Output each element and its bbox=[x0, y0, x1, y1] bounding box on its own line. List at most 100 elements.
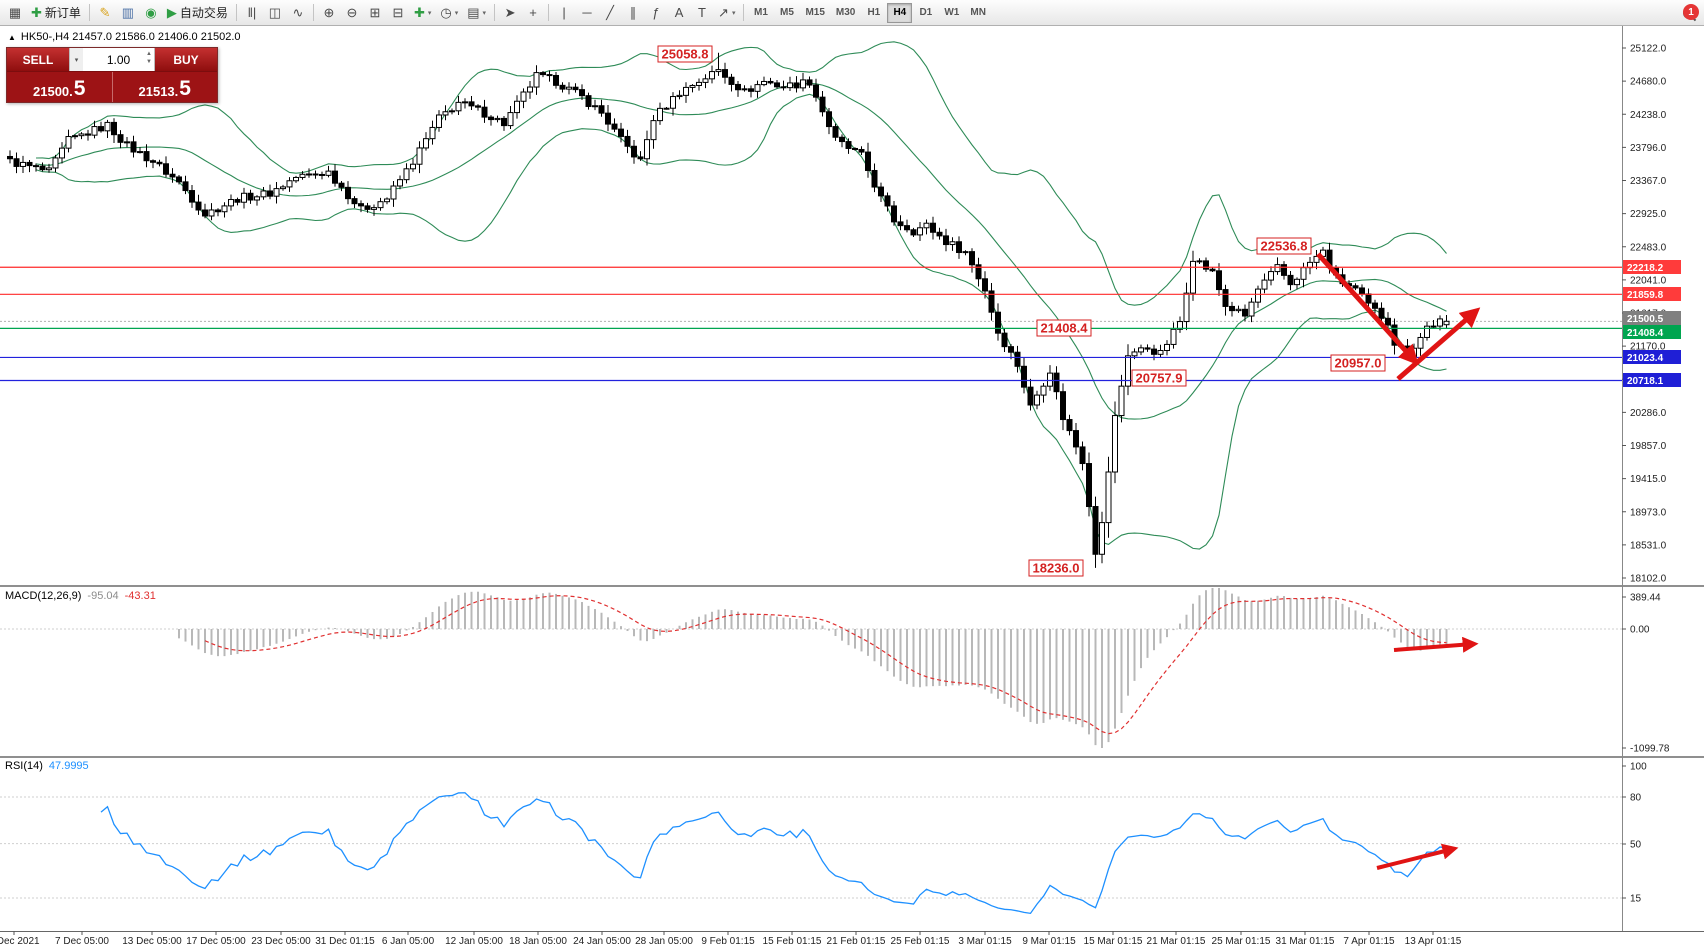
periods-button[interactable]: ◷ ▾ bbox=[436, 2, 462, 24]
horizontal-line-button[interactable]: ─ bbox=[576, 2, 598, 24]
trendline-icon: ╱ bbox=[606, 5, 614, 20]
macd-axis-label: 0.00 bbox=[1630, 625, 1650, 636]
trend-arrow[interactable] bbox=[1316, 252, 1419, 366]
timeframe-button-m15[interactable]: M15 bbox=[805, 7, 825, 18]
vertical-line-button[interactable]: | bbox=[553, 2, 575, 24]
fibonacci-button[interactable]: ƒ bbox=[645, 2, 667, 24]
one-click-trading-panel: SELL ▾ 1.00 ▲ ▼ BUY 21500. 5 21513. 5 bbox=[6, 47, 218, 103]
price-axis-label: 19415.0 bbox=[1630, 474, 1667, 485]
bar-chart-button[interactable]: ‖| bbox=[241, 2, 263, 24]
autotrading-label: 自动交易 bbox=[179, 6, 228, 20]
price-callout-20957.0[interactable]: 20957.0 bbox=[1330, 354, 1386, 372]
symbol-ohlc-label: ▲ HK50-,H4 21457.0 21586.0 21406.0 21502.… bbox=[8, 31, 241, 43]
time-axis-label: 7 Apr 01:15 bbox=[1343, 936, 1395, 947]
notification-badge[interactable]: 1 bbox=[1683, 4, 1699, 20]
rsi-value: 47.9995 bbox=[48, 760, 89, 772]
chart-window-icon: ▦ bbox=[8, 5, 22, 20]
price-tag-20718.1: 20718.1 bbox=[1623, 373, 1681, 387]
candle-chart-button[interactable]: ◫ bbox=[264, 2, 286, 24]
sell-price[interactable]: 21500. 5 bbox=[7, 72, 112, 102]
time-axis-label: 21 Feb 01:15 bbox=[827, 936, 886, 947]
chevron-down-icon: ▾ bbox=[427, 9, 432, 17]
rsi-axis-label: 15 bbox=[1630, 894, 1642, 905]
timeframe-button-mn[interactable]: MN bbox=[970, 7, 986, 18]
time-axis-label: 25 Mar 01:15 bbox=[1212, 936, 1271, 947]
stepper-up-icon[interactable]: ▲ bbox=[146, 51, 152, 57]
market-watch-button[interactable]: ▥ bbox=[117, 2, 139, 24]
line-chart-button[interactable]: ∿ bbox=[287, 2, 309, 24]
zoom-out-button[interactable]: ⊖ bbox=[341, 2, 363, 24]
timeframe-button-h4[interactable]: H4 bbox=[887, 2, 913, 23]
price-axis-label: 24238.0 bbox=[1630, 110, 1667, 121]
templates-button[interactable]: ▤ ▾ bbox=[463, 2, 490, 24]
text-button[interactable]: A bbox=[668, 2, 690, 24]
timeframe-button-m5[interactable]: M5 bbox=[780, 7, 794, 18]
autotrading-button[interactable]: ▶ 自动交易 bbox=[163, 2, 232, 24]
price-callout-18236.0[interactable]: 18236.0 bbox=[1028, 559, 1084, 577]
rsi-axis-label: 80 bbox=[1630, 793, 1642, 804]
price-axis-label: 18973.0 bbox=[1630, 507, 1667, 518]
one-click-collapse-icon[interactable]: ▲ bbox=[8, 33, 16, 42]
price-tag-21859.8: 21859.8 bbox=[1623, 287, 1681, 301]
arrows-tool-button[interactable]: ↗ ▾ bbox=[714, 2, 739, 24]
time-axis-label: 12 Jan 05:00 bbox=[445, 936, 503, 947]
indicators-button[interactable]: ✚ ▾ bbox=[410, 2, 435, 24]
price-callout-21408.4[interactable]: 21408.4 bbox=[1036, 319, 1092, 337]
market-watch-icon: ▥ bbox=[121, 5, 135, 20]
timeframe-button-h1[interactable]: H1 bbox=[867, 7, 881, 18]
volume-value: 1.00 bbox=[106, 52, 131, 67]
price-axis-label: 22483.0 bbox=[1630, 242, 1667, 253]
svg-text:21859.8: 21859.8 bbox=[1627, 290, 1664, 301]
volume-stepper[interactable]: ▲ ▼ bbox=[146, 50, 152, 67]
cursor-button[interactable]: ➤ bbox=[499, 2, 521, 24]
trendline-button[interactable]: ╱ bbox=[599, 2, 621, 24]
metaeditor-button[interactable]: ✎ bbox=[94, 2, 116, 24]
timeframe-button-w1[interactable]: W1 bbox=[944, 7, 960, 18]
price-callout-22536.8[interactable]: 22536.8 bbox=[1256, 237, 1312, 255]
volume-dropdown[interactable]: ▾ bbox=[69, 48, 83, 71]
time-axis-label: 3 Mar 01:15 bbox=[958, 936, 1012, 947]
vertical-line-icon: | bbox=[562, 5, 566, 20]
toolbar: ▦ ✚ 新订单 ✎ ▥ ◉ ▶ 自动交易 ‖| ◫ ∿ ⊕ ⊖ ⊞ ⊟ ✚ ▾ bbox=[0, 0, 1704, 26]
zoom-in-button[interactable]: ⊕ bbox=[318, 2, 340, 24]
crosshair-button[interactable]: + bbox=[522, 2, 544, 24]
sell-price-big-digit: 5 bbox=[73, 77, 86, 100]
new-order-button[interactable]: ✚ 新订单 bbox=[27, 2, 85, 24]
buy-button[interactable]: BUY bbox=[155, 48, 217, 71]
equidistant-channel-icon: ∥ bbox=[629, 5, 637, 20]
macd-indicator-label: MACD(12,26,9) -95.04 -43.31 bbox=[5, 590, 162, 602]
time-axis-label: 23 Dec 05:00 bbox=[251, 936, 311, 947]
macd-signal-value: -43.31 bbox=[124, 590, 156, 602]
stepper-down-icon[interactable]: ▼ bbox=[146, 59, 152, 66]
indicators-add-icon: ✚ bbox=[413, 5, 425, 20]
buy-price[interactable]: 21513. 5 bbox=[111, 72, 218, 102]
arrange-windows-button[interactable]: ⊞ bbox=[364, 2, 386, 24]
time-axis-label: 25 Feb 01:15 bbox=[891, 936, 950, 947]
timeframe-button-m1[interactable]: M1 bbox=[754, 7, 768, 18]
text-label-button[interactable]: T bbox=[691, 2, 713, 24]
price-callout-20757.9[interactable]: 20757.9 bbox=[1131, 369, 1187, 387]
templates-icon: ▤ bbox=[467, 5, 480, 20]
volume-input[interactable]: 1.00 ▲ ▼ bbox=[83, 48, 155, 71]
timeframe-button-m30[interactable]: M30 bbox=[835, 7, 856, 18]
time-axis-label: 15 Feb 01:15 bbox=[763, 936, 822, 947]
price-callout-25058.8[interactable]: 25058.8 bbox=[657, 45, 713, 63]
chart-window-button[interactable]: ▦ bbox=[4, 2, 26, 24]
timeframe-button-d1[interactable]: D1 bbox=[919, 7, 933, 18]
svg-text:22218.2: 22218.2 bbox=[1627, 263, 1664, 274]
svg-text:21023.4: 21023.4 bbox=[1627, 353, 1664, 364]
sell-button[interactable]: SELL bbox=[7, 48, 69, 71]
time-axis-label: 28 Jan 05:00 bbox=[635, 936, 693, 947]
trend-arrow[interactable] bbox=[1396, 307, 1481, 381]
mql5-button[interactable]: ◉ bbox=[140, 2, 162, 24]
arrows-tool-icon: ↗ bbox=[718, 5, 729, 20]
channel-button[interactable]: ∥ bbox=[622, 2, 644, 24]
horizontal-line-icon: ─ bbox=[582, 5, 592, 20]
macd-axis-label: -1099.78 bbox=[1630, 744, 1670, 755]
crosshair-icon: + bbox=[529, 5, 537, 20]
trend-arrow[interactable] bbox=[1393, 636, 1479, 653]
symbol-ohlc-text: HK50-,H4 21457.0 21586.0 21406.0 21502.0 bbox=[20, 31, 241, 43]
trend-arrow[interactable] bbox=[1376, 843, 1459, 870]
tile-windows-button[interactable]: ⊟ bbox=[387, 2, 409, 24]
